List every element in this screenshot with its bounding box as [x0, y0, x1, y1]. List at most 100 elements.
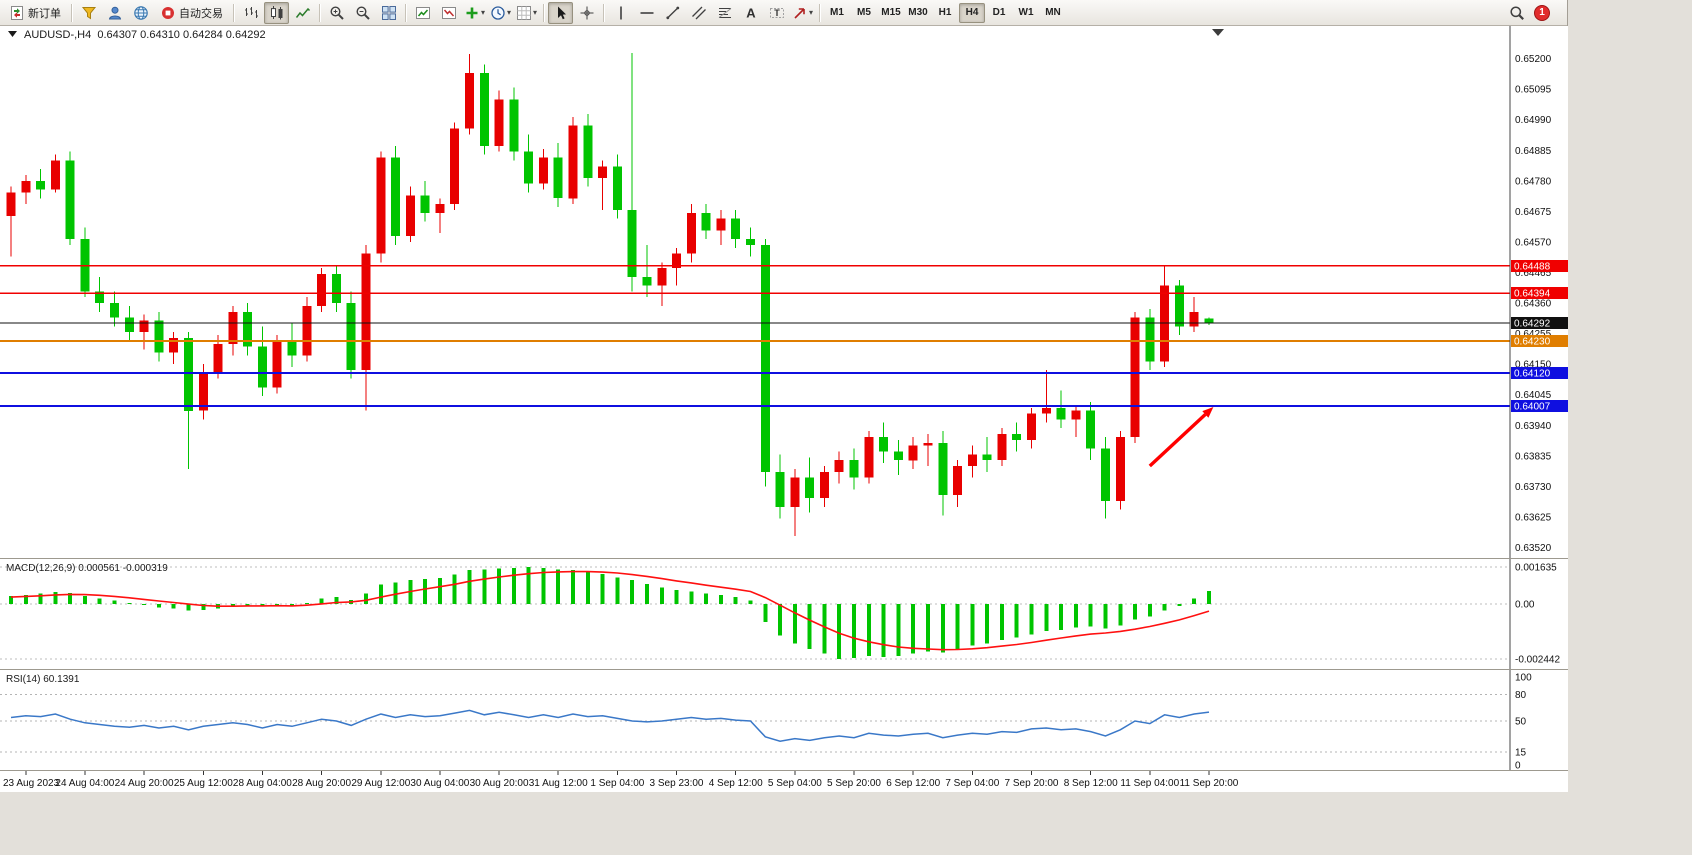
fibonacci-button[interactable] [712, 2, 737, 24]
vertical-line-button[interactable] [608, 2, 633, 24]
accounts-button[interactable] [102, 2, 127, 24]
equidistant-channel-button[interactable] [686, 2, 711, 24]
time-label: 23 Aug 2023 [3, 778, 60, 789]
time-label: 3 Sep 23:00 [650, 778, 704, 789]
timeframe-button-m15[interactable]: M15 [881, 7, 901, 18]
indicator-window-up-button[interactable] [410, 2, 435, 24]
one-click-trading-toggle[interactable] [8, 31, 17, 37]
line-chart-mode-button[interactable] [290, 2, 315, 24]
svg-text:0.00: 0.00 [1515, 599, 1535, 610]
chart-panes: 0.65200 0.65095 0.64990 0.64885 0.64780 0.646… [0, 26, 1568, 792]
period-button[interactable]: ▾ [488, 2, 513, 24]
search-icon [1509, 5, 1524, 20]
chevron-down-icon[interactable]: ▾ [480, 8, 485, 17]
toolbar-separator [603, 3, 604, 22]
text-label-button[interactable]: T [764, 2, 789, 24]
trendline-button[interactable] [660, 2, 685, 24]
price-tag: 0.64230 [1511, 334, 1568, 347]
chevron-down-icon[interactable]: ▾ [532, 8, 537, 17]
cursor-icon [557, 6, 566, 19]
timeframe-button-m30[interactable]: M30 [908, 7, 928, 18]
time-axis-pane[interactable]: 23 Aug 2023 24 Aug 04:00 24 Aug 20:00 25 Au… [0, 771, 1568, 792]
arrow-annotation[interactable] [1148, 407, 1214, 468]
price-tag: 0.64488 [1511, 259, 1568, 272]
zoom-in-button[interactable] [324, 2, 349, 24]
notification-badge[interactable]: 1 [1534, 4, 1550, 21]
svg-text:80: 80 [1515, 690, 1527, 701]
macd-indicator-pane[interactable]: 0.001635 0.00 -0.002442 MACD(12,26,9) 0.000… [0, 559, 1568, 669]
svg-text:0.64990: 0.64990 [1515, 115, 1552, 126]
chevron-down-icon[interactable]: ▾ [808, 8, 813, 17]
arrows-button[interactable]: ▾ [790, 2, 815, 24]
bar-chart-icon [244, 6, 258, 18]
timeframe-button-h4[interactable]: H4 [959, 2, 985, 23]
new-order-button[interactable]: 新订单 [3, 2, 67, 24]
price-axis[interactable]: 0.65200 0.65095 0.64990 0.64885 0.64780 0.646… [1509, 26, 1552, 558]
trendline-icon [665, 6, 679, 19]
text-button[interactable]: A [738, 2, 763, 24]
tile-windows-button[interactable] [376, 2, 401, 24]
rsi-indicator-pane[interactable]: 100 80 50 15 0 RSI(14) 60.1391 [0, 670, 1568, 770]
time-label: 24 Aug 20:00 [115, 778, 174, 789]
pane-separator[interactable] [0, 558, 1568, 559]
time-label: 30 Aug 04:00 [410, 778, 469, 789]
cursor-button[interactable] [548, 1, 573, 24]
macd-histogram [9, 567, 1211, 659]
arrow-tool-icon [794, 7, 805, 19]
time-label: 30 Aug 20:00 [470, 778, 529, 789]
chart-properties-button[interactable]: ▾ [514, 2, 539, 24]
macd-label: MACD(12,26,9) 0.000561 -0.000319 [6, 563, 168, 574]
time-label: 8 Sep 12:00 [1064, 778, 1118, 789]
toolbar-separator [71, 3, 72, 22]
timeframe-button-m1[interactable]: M1 [830, 7, 844, 18]
crosshair-button[interactable] [574, 2, 599, 24]
time-label: 7 Sep 04:00 [945, 778, 999, 789]
price-chart-pane[interactable]: 0.65200 0.65095 0.64990 0.64885 0.64780 0.646… [0, 26, 1568, 558]
vertical-line-icon [619, 6, 622, 19]
chart-properties-icon [516, 5, 531, 20]
svg-text:0.64045: 0.64045 [1515, 390, 1552, 401]
svg-text:0.64292: 0.64292 [1514, 318, 1551, 329]
funnel-button[interactable] [76, 2, 101, 24]
search-button[interactable] [1504, 2, 1529, 24]
svg-text:50: 50 [1515, 717, 1527, 728]
pane-separator[interactable] [0, 770, 1568, 771]
toolbar-separator [233, 3, 234, 22]
svg-text:0.63625: 0.63625 [1515, 513, 1552, 524]
terminal-window: 新订单 自动交易 [0, 0, 1568, 792]
svg-text:0.63940: 0.63940 [1515, 421, 1552, 432]
add-indicator-icon [466, 7, 478, 18]
timeframe-button-mn[interactable]: MN [1045, 7, 1061, 18]
chevron-down-icon[interactable]: ▾ [506, 8, 511, 17]
svg-text:0.64780: 0.64780 [1515, 176, 1552, 187]
svg-text:T: T [774, 8, 780, 18]
svg-text:100: 100 [1515, 673, 1532, 684]
toolbar-separator [319, 3, 320, 22]
timeframe-button-m5[interactable]: M5 [857, 7, 871, 18]
chart-shift-marker [1212, 29, 1224, 36]
toolbar-separator [543, 3, 544, 22]
svg-text:0.64007: 0.64007 [1514, 401, 1551, 412]
svg-text:-0.002442: -0.002442 [1515, 655, 1560, 666]
candlestick-mode-button[interactable] [264, 1, 289, 24]
crosshair-icon [580, 6, 593, 19]
timeframe-button-d1[interactable]: D1 [992, 7, 1006, 18]
fibonacci-icon [718, 7, 731, 18]
indicator-window-down-button[interactable] [436, 2, 461, 24]
tile-windows-icon [381, 5, 396, 20]
time-label: 31 Aug 12:00 [529, 778, 588, 789]
bar-chart-mode-button[interactable] [238, 2, 263, 24]
svg-text:0.64230: 0.64230 [1514, 336, 1551, 347]
community-button[interactable] [128, 2, 153, 24]
horizontal-line-button[interactable] [634, 2, 659, 24]
auto-trading-button[interactable]: 自动交易 [154, 2, 229, 24]
zoom-out-button[interactable] [350, 2, 375, 24]
svg-text:0.65200: 0.65200 [1515, 54, 1552, 65]
add-indicator-button[interactable]: ▾ [462, 2, 487, 24]
timeframe-button-w1[interactable]: W1 [1018, 7, 1034, 18]
timeframe-button-h1[interactable]: H1 [938, 7, 952, 18]
indicator-window-up-icon [415, 6, 430, 19]
pane-separator[interactable] [0, 669, 1568, 670]
macd-signal-line [10, 570, 1210, 651]
svg-text:0.63730: 0.63730 [1515, 482, 1552, 493]
